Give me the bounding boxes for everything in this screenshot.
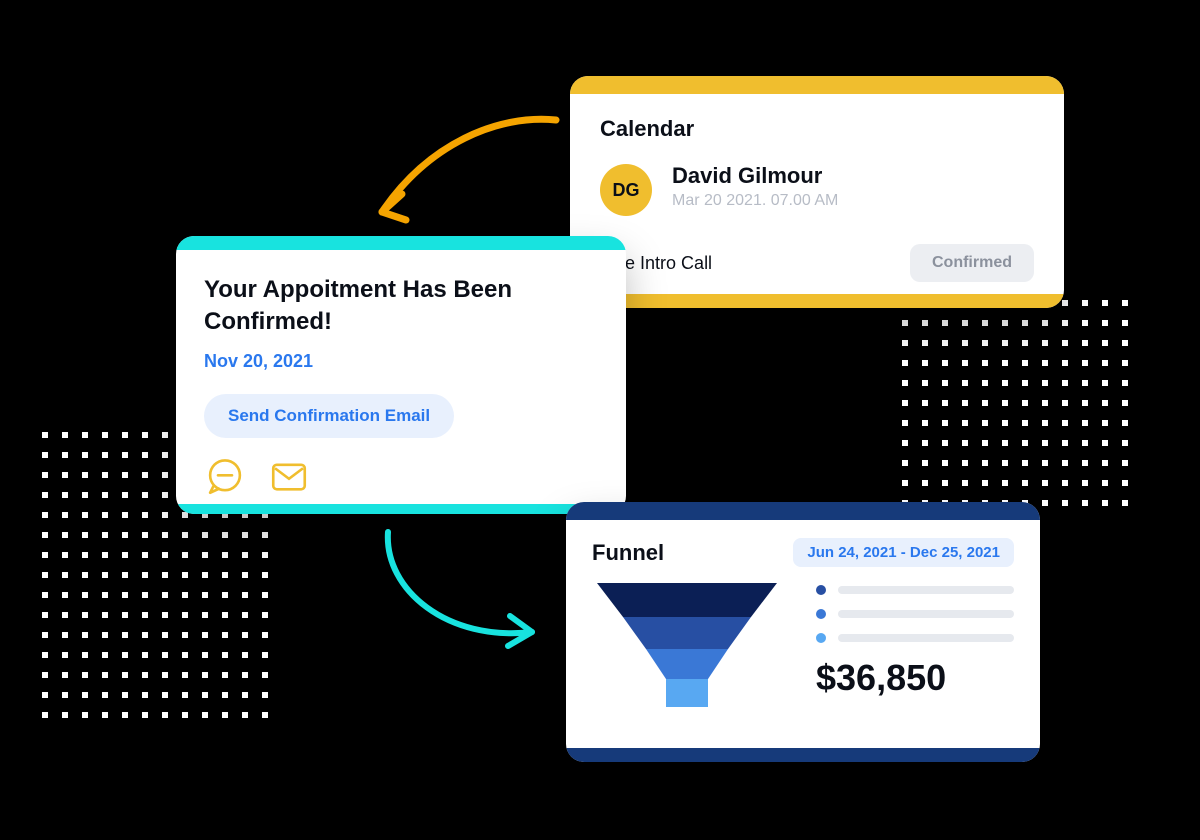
date-range-chip[interactable]: Jun 24, 2021 - Dec 25, 2021 [793,538,1014,567]
funnel-accent-bottom [566,748,1040,762]
funnel-chart [592,579,782,739]
funnel-amount: $36,850 [816,657,1014,699]
appointment-date: Nov 20, 2021 [204,351,598,372]
legend-bar [838,586,1014,594]
funnel-title: Funnel [592,540,664,566]
legend-row [816,633,1014,643]
legend-dot [816,633,826,643]
status-badge: Confirmed [910,244,1034,282]
appointment-card: Your Appoitment Has Been Confirmed! Nov … [176,236,626,514]
arrow-calendar-to-appointment-icon [358,108,564,244]
person-name: David Gilmour [672,164,838,188]
legend-row [816,585,1014,595]
event-datetime: Mar 20 2021. 07.00 AM [672,192,838,210]
legend-dot [816,585,826,595]
calendar-card: Calendar DG David Gilmour Mar 20 2021. 0… [570,76,1064,308]
mail-icon[interactable] [268,456,310,503]
send-confirmation-email-button[interactable]: Send Confirmation Email [204,394,454,438]
appointment-accent-bottom [176,504,626,514]
funnel-accent-top [566,502,1040,520]
chat-icon[interactable] [204,456,246,503]
funnel-card: Funnel Jun 24, 2021 - Dec 25, 2021 $36,8… [566,502,1040,762]
calendar-accent-bottom [570,294,1064,308]
legend-dot [816,609,826,619]
decorative-dot-grid-right [902,300,1128,506]
funnel-legend [816,585,1014,643]
avatar[interactable]: DG [600,164,652,216]
appointment-title: Your Appoitment Has Been Confirmed! [204,274,598,339]
calendar-title: Calendar [600,116,1034,142]
legend-bar [838,610,1014,618]
appointment-accent-top [176,236,626,250]
legend-bar [838,634,1014,642]
legend-row [816,609,1014,619]
calendar-accent-top [570,76,1064,94]
arrow-appointment-to-funnel-icon [376,522,560,662]
